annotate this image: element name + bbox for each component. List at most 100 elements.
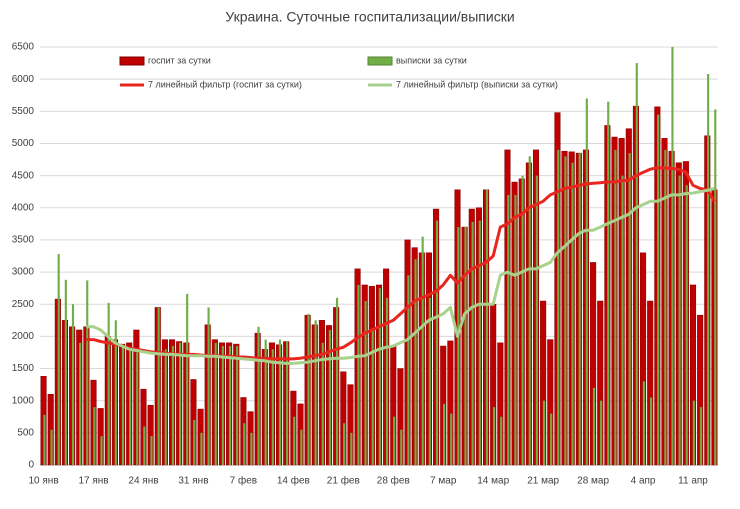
bar bbox=[500, 416, 503, 465]
bar bbox=[371, 329, 374, 465]
bar bbox=[207, 307, 210, 465]
bar bbox=[43, 414, 46, 465]
bar bbox=[343, 423, 346, 465]
bar bbox=[450, 413, 453, 465]
bar bbox=[286, 341, 289, 465]
bar bbox=[464, 227, 467, 465]
y-tick-label: 6500 bbox=[12, 42, 35, 53]
bar bbox=[300, 429, 303, 465]
y-tick-label: 1000 bbox=[12, 395, 35, 406]
bar bbox=[143, 426, 146, 465]
y-tick-label: 5000 bbox=[12, 138, 35, 149]
x-tick-label: 7 фев bbox=[230, 475, 257, 487]
bar bbox=[471, 221, 474, 465]
y-tick-label: 4500 bbox=[12, 170, 35, 181]
y-tick-label: 6000 bbox=[12, 74, 35, 85]
bar bbox=[607, 101, 610, 466]
bar bbox=[414, 259, 417, 465]
bar bbox=[228, 346, 232, 465]
bar bbox=[685, 185, 688, 465]
bar bbox=[671, 47, 674, 465]
bar bbox=[278, 339, 282, 465]
x-tick-label: 4 апр bbox=[631, 476, 656, 487]
bar bbox=[400, 429, 403, 465]
y-tick-label: 5500 bbox=[12, 106, 35, 117]
legend-swatch bbox=[367, 56, 393, 66]
legend-label: 7 линейный фильтр (госпит за сутки) bbox=[148, 79, 302, 89]
bar bbox=[86, 280, 89, 465]
bar bbox=[114, 320, 117, 465]
bar bbox=[550, 413, 553, 465]
y-tick-label: 2500 bbox=[12, 299, 35, 310]
bar bbox=[250, 432, 253, 465]
bar bbox=[521, 175, 524, 465]
bar bbox=[71, 304, 75, 465]
bar bbox=[357, 284, 360, 465]
bar bbox=[478, 220, 481, 465]
x-tick-label: 10 янв bbox=[28, 476, 58, 487]
bar bbox=[621, 175, 624, 465]
bar bbox=[649, 397, 653, 465]
bar bbox=[57, 254, 60, 465]
bar bbox=[243, 423, 246, 465]
bar bbox=[542, 400, 546, 465]
bar bbox=[150, 436, 153, 465]
bar bbox=[378, 288, 381, 465]
y-tick-label: 500 bbox=[17, 427, 34, 438]
bar bbox=[435, 220, 439, 465]
bar bbox=[642, 381, 645, 465]
x-tick-label: 11 апр bbox=[678, 476, 708, 487]
bar bbox=[699, 407, 703, 465]
bar bbox=[350, 432, 353, 465]
bar bbox=[443, 403, 446, 465]
x-tick-label: 28 мар bbox=[577, 476, 609, 487]
bar bbox=[221, 346, 224, 465]
bar bbox=[200, 432, 203, 465]
bar bbox=[421, 236, 424, 465]
bar bbox=[214, 342, 217, 465]
legend-swatch bbox=[119, 56, 145, 66]
line bbox=[86, 187, 715, 365]
bar bbox=[385, 297, 389, 465]
bar bbox=[171, 346, 174, 465]
bar bbox=[707, 74, 710, 466]
bar bbox=[393, 416, 396, 465]
bar bbox=[128, 349, 132, 465]
bar bbox=[186, 293, 189, 465]
bar bbox=[193, 419, 196, 465]
y-tick-label: 4000 bbox=[12, 202, 35, 213]
bar bbox=[678, 175, 681, 465]
bar bbox=[314, 320, 317, 465]
bar bbox=[657, 114, 660, 466]
x-tick-label: 21 мар bbox=[527, 476, 559, 487]
y-tick-label: 0 bbox=[28, 460, 34, 471]
bar bbox=[571, 162, 574, 465]
bar bbox=[236, 346, 239, 465]
chart-title: Украина. Суточные госпитализации/выписки bbox=[225, 9, 514, 25]
bar bbox=[157, 307, 160, 465]
bar bbox=[93, 407, 96, 465]
x-tick-label: 28 фев bbox=[377, 475, 410, 487]
bar bbox=[578, 153, 581, 465]
bar bbox=[457, 227, 460, 465]
legend-label: госпит за сутки bbox=[148, 55, 211, 65]
bar bbox=[535, 175, 538, 465]
bar bbox=[271, 349, 274, 465]
bar bbox=[628, 153, 631, 465]
bar bbox=[64, 279, 67, 465]
bar bbox=[79, 342, 82, 465]
bar bbox=[136, 352, 139, 465]
bar bbox=[514, 194, 517, 465]
bar bbox=[178, 342, 182, 465]
bar bbox=[635, 63, 638, 465]
y-tick-label: 2000 bbox=[12, 331, 35, 342]
bar bbox=[321, 342, 324, 465]
y-tick-label: 3500 bbox=[12, 235, 35, 246]
bar bbox=[485, 189, 488, 466]
bar bbox=[507, 194, 510, 465]
x-tick-label: 17 янв bbox=[78, 476, 108, 487]
bar bbox=[50, 429, 53, 465]
x-tick-label: 7 мар bbox=[430, 476, 457, 487]
x-tick-label: 14 фев bbox=[277, 475, 310, 487]
